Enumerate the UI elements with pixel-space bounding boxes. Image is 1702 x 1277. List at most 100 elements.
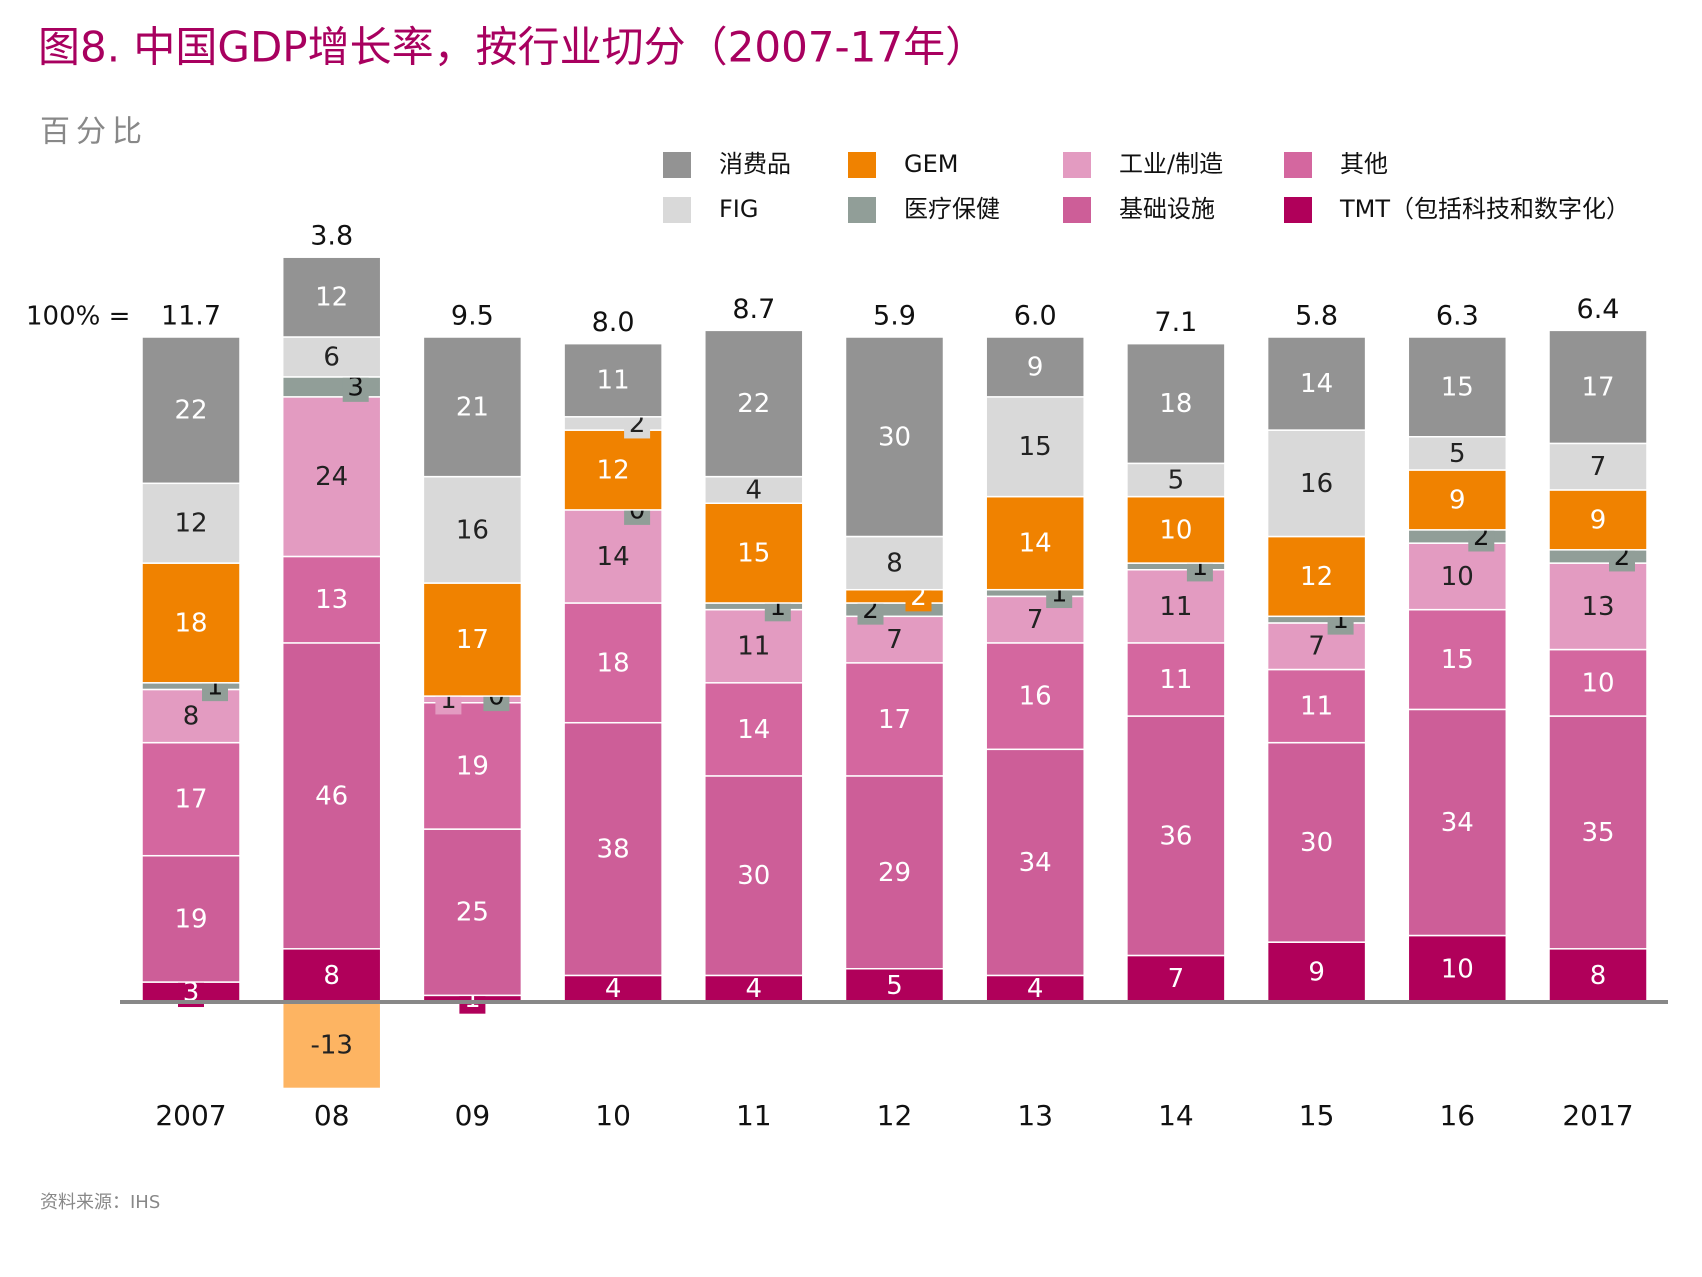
legend-swatch: [848, 152, 876, 178]
x-tick-label: 08: [314, 1099, 350, 1132]
value-label: 34: [1441, 808, 1474, 838]
x-tick-label: 10: [595, 1099, 631, 1132]
value-label: 21: [456, 392, 489, 422]
value-label: 4: [1027, 974, 1044, 1004]
value-label: 15: [1019, 432, 1052, 462]
bar-segment: [1407, 336, 1508, 438]
value-label: 9: [1308, 958, 1325, 988]
value-label: 34: [1019, 848, 1052, 878]
bar-segment: [704, 608, 804, 684]
value-label: 15: [1441, 372, 1474, 402]
bar-segment: [1407, 469, 1508, 531]
x-tick-label: 12: [877, 1099, 913, 1132]
value-label: 25: [456, 898, 489, 928]
x-tick-label: 13: [1017, 1099, 1053, 1132]
value-label: 9: [1449, 485, 1466, 515]
value-label: 8: [886, 549, 903, 579]
value-label: 14: [597, 542, 630, 572]
total-label: 6.4: [1577, 294, 1620, 325]
value-label: 10: [1441, 562, 1474, 592]
value-label: 17: [174, 785, 207, 815]
value-label: 29: [878, 858, 911, 888]
bar-segment: [422, 475, 523, 584]
bar-segment: [1407, 708, 1508, 937]
legend-swatch: [663, 197, 691, 223]
total-label: 6.3: [1436, 301, 1479, 332]
total-label: 8.7: [732, 294, 775, 325]
bar-segment: [704, 502, 804, 604]
bar-segment: [422, 336, 523, 478]
value-label: 7: [1590, 452, 1607, 482]
bar-segment: [563, 429, 663, 511]
bar-segment: [1548, 442, 1648, 491]
value-label: 16: [1300, 469, 1333, 499]
bar-segment: [1266, 535, 1367, 618]
chart-subtitle: 百分比: [40, 115, 148, 150]
value-label: 5: [1449, 439, 1466, 469]
total-label: 8.0: [592, 307, 635, 338]
value-label: 22: [737, 389, 770, 419]
value-label: 30: [878, 422, 911, 452]
value-label: 19: [456, 751, 489, 781]
value-label: 30: [1300, 828, 1333, 858]
total-label: 9.5: [451, 301, 494, 332]
bar-segment: [1548, 715, 1648, 950]
legend-swatch: [663, 152, 691, 178]
value-label: 4: [746, 974, 763, 1004]
value-label: 3: [347, 372, 364, 402]
legend-swatch: [848, 197, 876, 223]
bar-segment: [422, 582, 523, 697]
value-label: 9: [1027, 352, 1044, 382]
value-label: 14: [1300, 369, 1333, 399]
legend-label: GEM: [904, 150, 958, 178]
bar-segment: [985, 396, 1085, 498]
bar-segment: [1548, 562, 1648, 651]
value-label: 30: [737, 861, 770, 891]
bar-segment: [704, 775, 804, 977]
value-label: 11: [597, 366, 630, 396]
value-label: 12: [597, 456, 630, 486]
bar-segment: [1126, 642, 1226, 717]
total-label: 11.7: [161, 301, 221, 332]
total-label: 3.8: [310, 221, 353, 252]
bar-segment: [281, 336, 382, 378]
value-label: 14: [737, 715, 770, 745]
bar-segment: [1266, 668, 1367, 744]
value-label: 14: [1019, 529, 1052, 559]
bar-segment: [704, 974, 804, 1003]
bar-segment: [141, 741, 241, 857]
bar-segment: [141, 336, 241, 485]
bar-segment: [704, 329, 804, 478]
legend-label: FIG: [719, 195, 758, 223]
legend-label: 消费品: [719, 150, 791, 178]
value-label: 17: [456, 625, 489, 655]
value-label: 10: [1441, 954, 1474, 984]
value-label: 13: [315, 585, 348, 615]
bar-segment: [1266, 429, 1367, 538]
bar-segment: [563, 342, 663, 418]
bar-segment: [844, 775, 945, 970]
bar-segment: [1407, 608, 1508, 711]
bar-segment: [1407, 934, 1508, 1003]
value-label: 16: [1019, 682, 1052, 712]
value-label: 13: [1581, 592, 1614, 622]
bar-segment: [1266, 741, 1367, 943]
value-label: 6: [323, 342, 340, 372]
value-label: 15: [1441, 645, 1474, 675]
legend-swatch: [1284, 197, 1312, 223]
value-label: 38: [597, 835, 630, 865]
bar-segment: [1548, 948, 1648, 1003]
value-label: 5: [1168, 465, 1185, 495]
x-tick-label: 2017: [1562, 1099, 1633, 1132]
value-label: 7: [1027, 605, 1044, 635]
bar-segment: [1126, 569, 1226, 644]
bar-segment: [281, 642, 382, 950]
legend-swatch: [1284, 152, 1312, 178]
bar-segment: [281, 256, 382, 338]
value-label: 11: [1159, 665, 1192, 695]
x-tick-label: 16: [1439, 1099, 1475, 1132]
bar-segment: [704, 475, 804, 504]
total-label: 6.0: [1014, 301, 1057, 332]
value-label: 10: [1581, 668, 1614, 698]
